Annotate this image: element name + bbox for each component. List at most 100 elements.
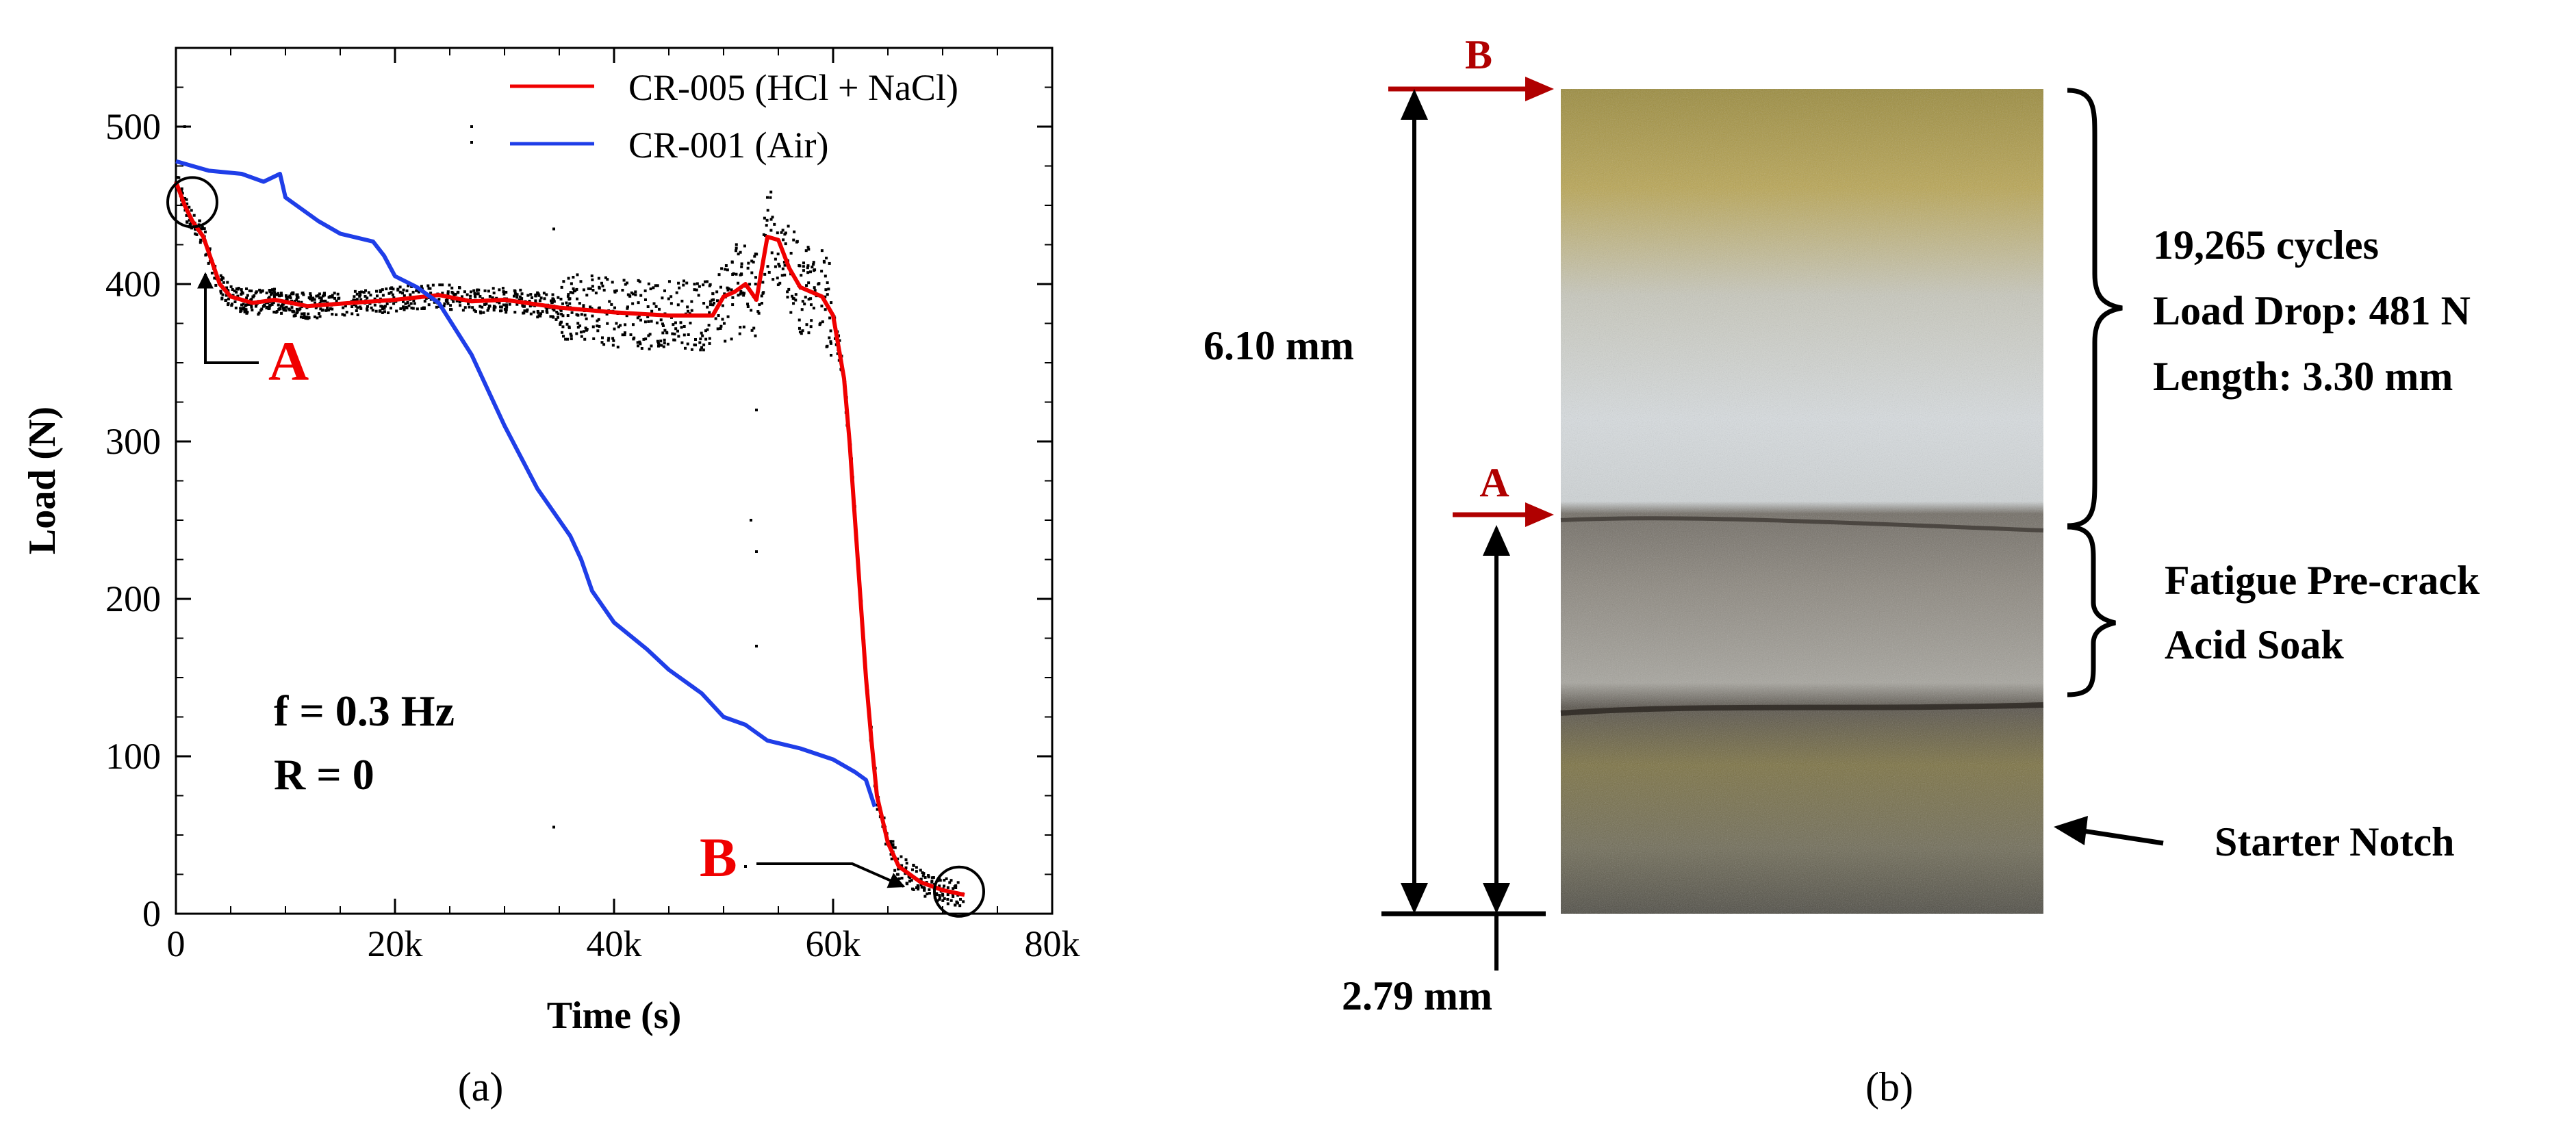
raw-point [488,295,492,298]
raw-point [498,288,501,292]
raw-point [194,232,197,235]
raw-point [207,261,210,265]
raw-point [687,333,690,336]
raw-point [492,287,495,290]
raw-point [781,229,785,232]
raw-point [485,303,488,306]
raw-point [188,205,191,209]
raw-point [176,176,179,179]
raw-point [669,302,673,305]
raw-point [250,298,253,301]
cycles-text: 19,265 cycles [2153,222,2379,268]
raw-point [180,188,183,192]
raw-point [240,309,243,312]
raw-point [672,323,675,326]
raw-point [268,304,271,307]
raw-point [572,276,575,279]
raw-point [481,305,484,309]
raw-point [498,301,501,305]
raw-point [661,331,665,335]
raw-point [482,311,485,314]
y-tick-label: 400 [105,264,161,305]
raw-point [626,307,629,310]
raw-point [685,281,689,285]
raw-point [381,305,384,308]
raw-point [938,897,941,901]
raw-point [800,308,804,311]
raw-point [891,843,895,847]
raw-point [471,306,474,309]
raw-point [283,306,286,309]
raw-point [289,296,292,300]
raw-point [355,309,358,312]
raw-point [435,305,438,309]
raw-point [661,296,664,300]
raw-point [246,311,249,314]
raw-point [529,312,533,316]
raw-point [268,307,271,310]
raw-point [450,286,454,290]
raw-point [576,297,579,300]
raw-point [746,266,750,270]
raw-point [362,291,366,294]
raw-point [220,292,223,295]
raw-point [674,321,677,324]
raw-point [492,307,496,310]
raw-point [650,344,653,348]
raw-point [791,294,794,298]
raw-point [919,878,923,882]
raw-point [378,309,381,313]
raw-point [825,257,828,260]
raw-point [272,294,276,297]
raw-point [830,353,833,357]
raw-point [291,291,294,294]
raw-point [638,280,641,283]
raw-point [525,309,528,313]
raw-point [943,884,946,888]
raw-point [491,296,494,300]
raw-point [233,300,237,303]
raw-point [239,307,242,310]
raw-point [660,344,663,347]
raw-point [735,246,738,250]
raw-point [288,308,292,311]
raw-point [559,309,563,312]
raw-point [374,309,378,313]
raw-point [469,290,472,294]
series-lines [174,159,965,897]
raw-point [809,297,813,300]
raw-point [697,294,700,297]
raw-point [923,895,927,898]
raw-point [738,332,741,335]
raw-point [446,302,450,305]
raw-point [777,262,780,266]
arrow-b-icon [756,862,906,888]
raw-point [771,278,775,281]
raw-point [567,277,570,280]
raw-point [183,196,187,200]
raw-point [915,870,918,873]
raw-point [545,307,548,311]
raw-point [568,326,571,329]
raw-point [455,299,459,303]
raw-point [235,287,239,291]
raw-outlier [755,409,758,411]
raw-point [602,288,606,292]
raw-point [231,287,234,291]
raw-point [431,283,435,287]
raw-point [762,233,765,236]
raw-point [225,298,228,302]
raw-point [241,292,244,295]
raw-point [652,302,656,305]
raw-point [708,342,711,345]
raw-point [696,282,699,285]
raw-point [300,300,303,304]
raw-point [739,326,742,329]
raw-point [619,324,622,327]
raw-point [407,284,410,287]
raw-point [515,293,519,296]
raw-point [550,300,554,304]
raw-point [690,300,693,303]
raw-point [700,331,703,335]
raw-point [769,229,773,232]
